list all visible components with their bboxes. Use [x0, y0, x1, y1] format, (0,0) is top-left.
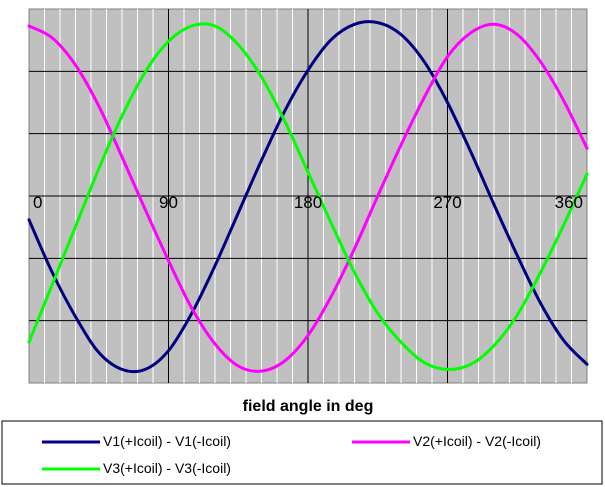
legend-box	[1, 420, 603, 485]
legend-label-1: V1(+Icoil) - V1(-Icoil)	[103, 433, 231, 449]
major-gridlines	[29, 9, 587, 383]
series-line-1	[27, 20, 589, 374]
x-tick-label: 270	[433, 193, 461, 212]
x-tick-label: 90	[159, 193, 178, 212]
series-layer	[27, 20, 589, 374]
x-tick-label: 180	[294, 193, 322, 212]
series-line-2	[27, 22, 589, 373]
legend: V1(+Icoil) - V1(-Icoil) V2(+Icoil) - V2(-…	[42, 433, 541, 476]
legend-label-3: V3(+Icoil) - V3(-Icoil)	[103, 460, 231, 476]
x-axis-title: field angle in deg	[243, 398, 374, 415]
series-line-3	[27, 22, 589, 371]
x-tick-label: 360	[555, 193, 583, 212]
legend-label-2: V2(+Icoil) - V2(-Icoil)	[413, 433, 541, 449]
x-tick-labels: 0 90 180 270 360	[33, 193, 583, 212]
x-tick-label: 0	[33, 193, 42, 212]
